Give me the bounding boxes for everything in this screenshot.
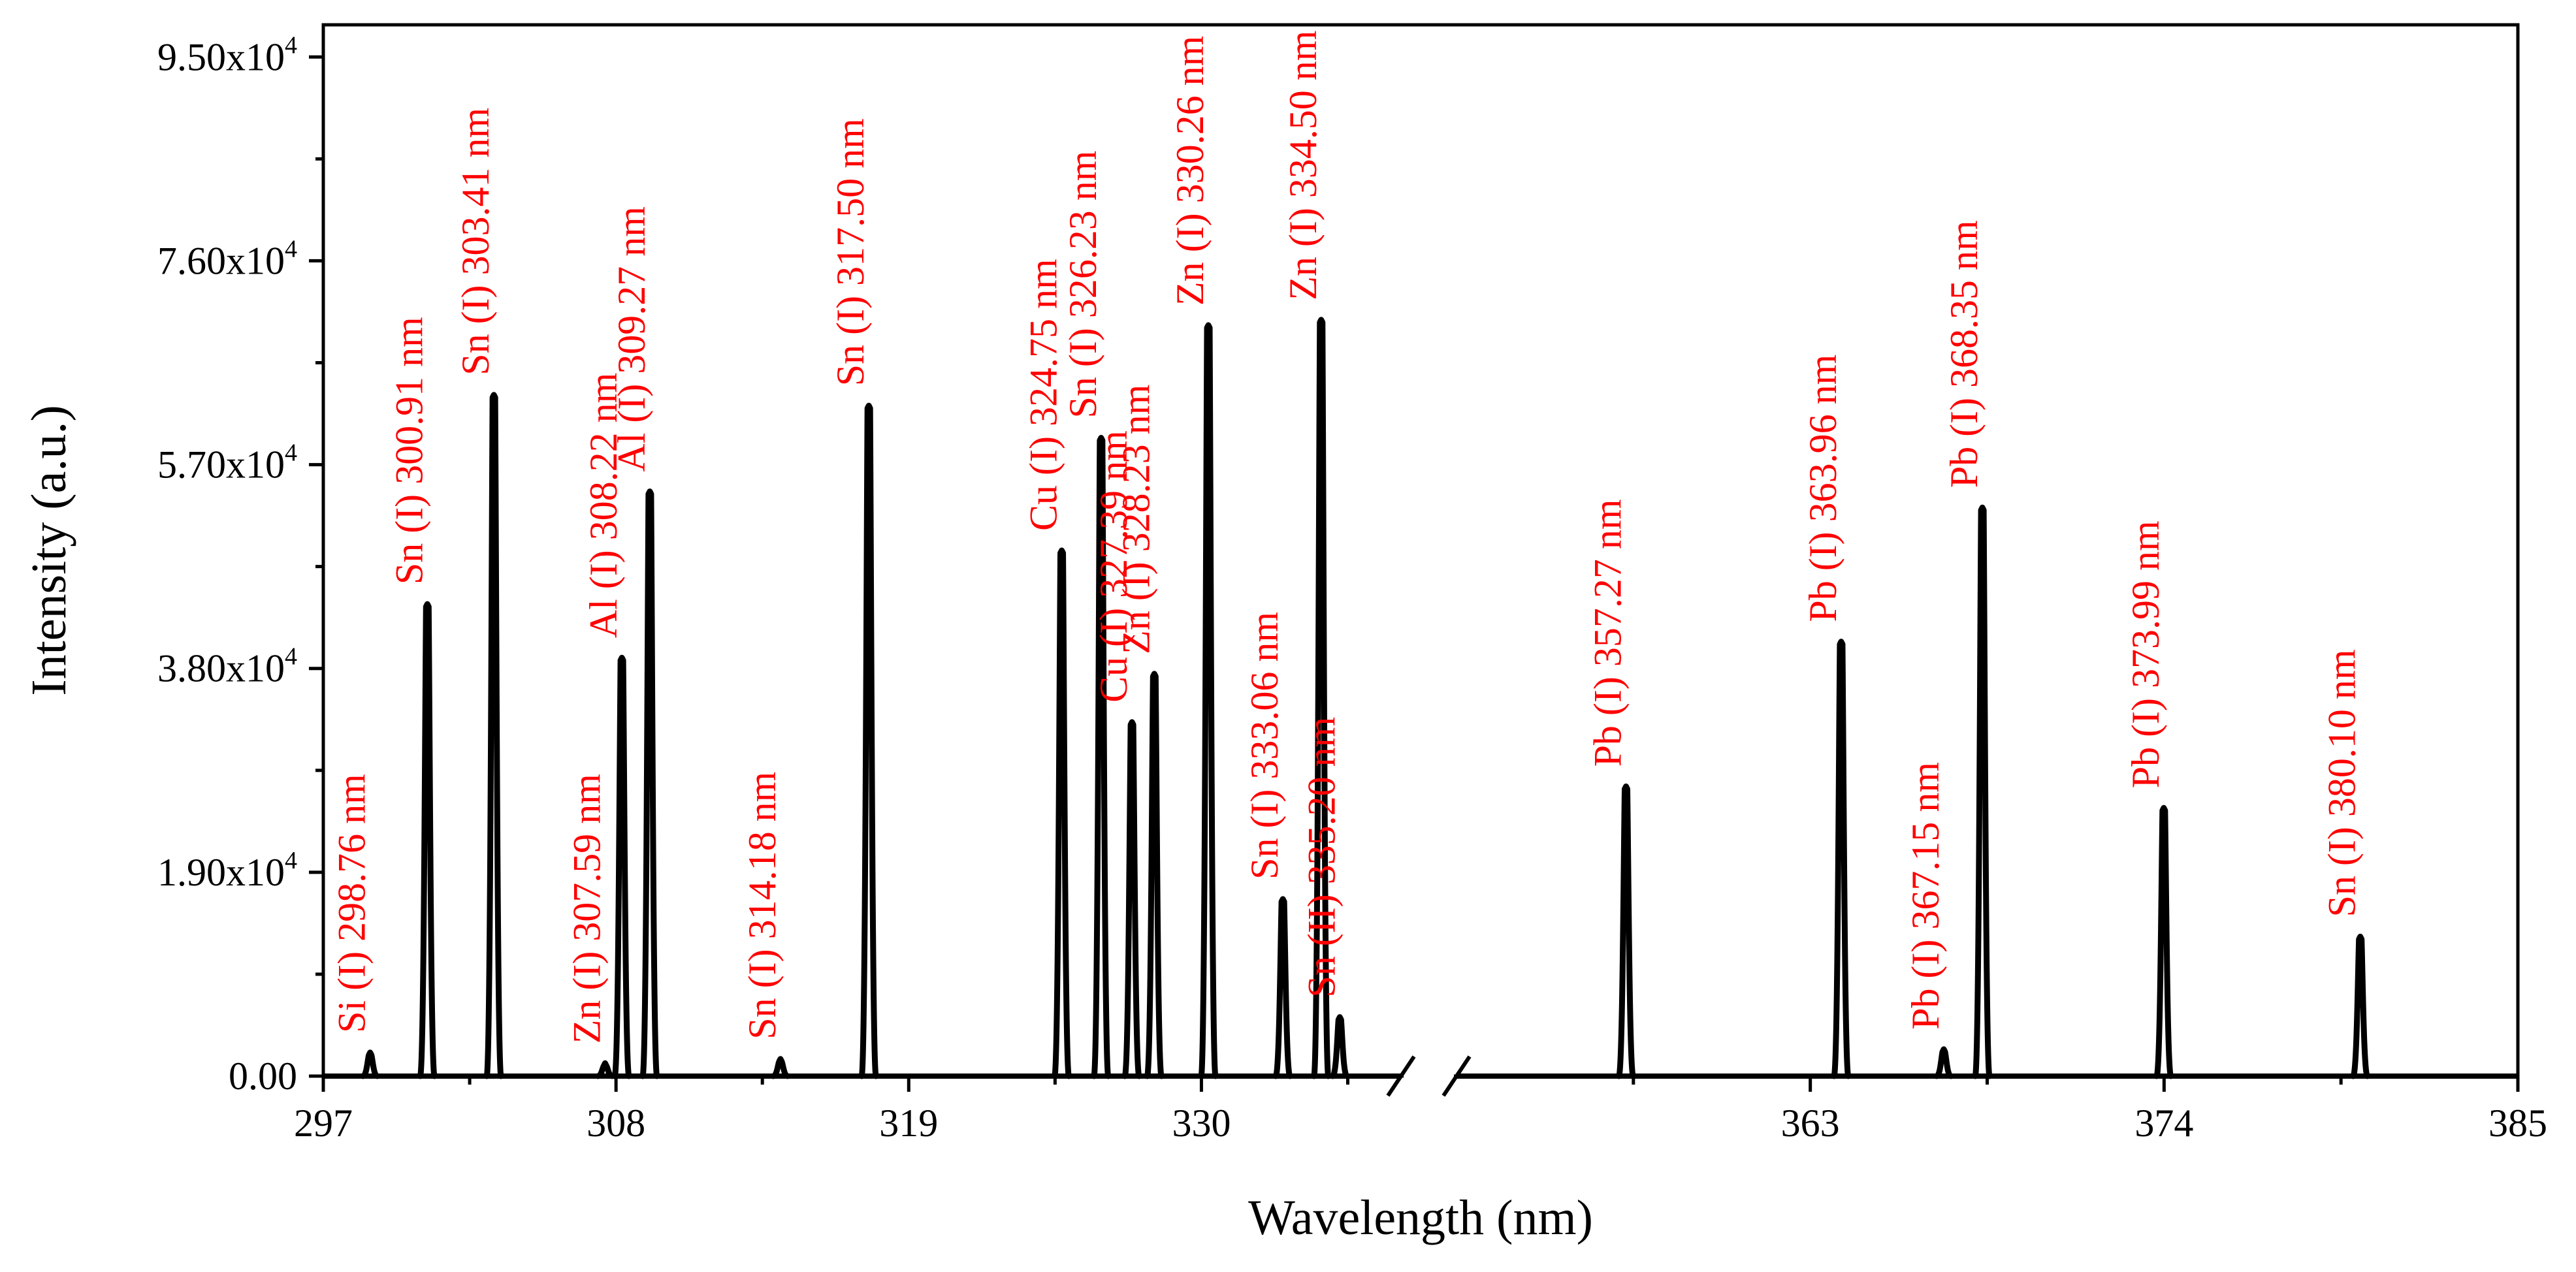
- x-tick-label: 374: [2134, 1102, 2193, 1145]
- peak-label: Sn (I) 300.91 nm: [387, 317, 430, 584]
- peak-label: Sn (I) 333.06 nm: [1243, 612, 1286, 880]
- peak-label: Sn (I) 303.41 nm: [454, 108, 497, 375]
- peak-label: Sn (I) 314.18 nm: [741, 772, 784, 1040]
- peak-label: Si (I) 298.76 nm: [330, 774, 374, 1033]
- spectrum-peak: [1972, 504, 1993, 1079]
- axis-break-slash: [1441, 1055, 1472, 1097]
- peak-label: Pb (I) 363.96 nm: [1801, 355, 1844, 622]
- axis-break-slash: [1386, 1055, 1416, 1097]
- peak-label: Pb (I) 357.27 nm: [1586, 499, 1630, 767]
- y-tick-label: 0.00: [229, 1055, 297, 1098]
- spectrum-peak: [360, 1049, 381, 1079]
- spectrum-peak: [417, 601, 438, 1079]
- peak-label: Sn (I) 317.50 nm: [829, 118, 872, 386]
- spectrum-peak: [1198, 322, 1219, 1079]
- y-tick-label: 7.60x104: [157, 235, 297, 282]
- peak-label: Pb (I) 367.15 nm: [1904, 762, 1947, 1030]
- x-tick-label: 319: [879, 1102, 938, 1145]
- x-tick-label: 363: [1781, 1102, 1840, 1145]
- x-tick-label: 308: [587, 1102, 645, 1145]
- peak-label: Pb (I) 368.35 nm: [1942, 220, 1986, 488]
- x-tick-label: 385: [2488, 1102, 2547, 1145]
- spectrum-peak: [1311, 317, 1332, 1079]
- spectrum-peak: [483, 392, 504, 1079]
- peak-label: Cu (I) 324.75 nm: [1022, 259, 1065, 531]
- peak-label: Sn (I) 326.23 nm: [1061, 151, 1104, 419]
- peak-label: Zn (I) 307.59 nm: [565, 774, 608, 1043]
- y-tick-label: 9.50x104: [157, 31, 297, 78]
- y-tick-label: 3.80x104: [157, 643, 297, 690]
- spectrum-peak: [1144, 671, 1165, 1079]
- spectrum-peak: [858, 402, 879, 1079]
- spectrum-peak: [1121, 719, 1142, 1079]
- peak-label: Al (I) 309.27 nm: [610, 206, 653, 472]
- y-axis: 0.00 1.90x104 3.80x104 5.70x104 7.60x104 9.50…: [157, 31, 323, 1098]
- spectrum-series: [323, 317, 2518, 1079]
- spectrum-peak: [1831, 639, 1852, 1079]
- spectrum-peak: [594, 1060, 615, 1079]
- spectrum-peak: [639, 488, 660, 1079]
- peak-label: Zn (I) 330.26 nm: [1168, 36, 1212, 306]
- axis-break-marker: [1386, 1050, 1472, 1097]
- peak-label: Sn (I) 380.10 nm: [2321, 649, 2364, 917]
- spectrum-peak: [1272, 896, 1293, 1079]
- x-axis: 297 308 319 330 363 374 385: [294, 1076, 2547, 1145]
- x-tick-label: 330: [1172, 1102, 1231, 1145]
- x-axis-title: Wavelength (nm): [1248, 1190, 1593, 1245]
- spectrum-peak: [770, 1056, 791, 1079]
- peak-label: Zn (I) 328.23 nm: [1114, 385, 1157, 654]
- peak-label: Sn (II) 335.20 nm: [1300, 717, 1343, 998]
- x-tick-label: 297: [294, 1102, 353, 1145]
- peak-label: Zn (I) 334.50 nm: [1281, 31, 1325, 300]
- peak-label: Pb (I) 373.99 nm: [2124, 520, 2167, 788]
- y-axis-title: Intensity (a.u.): [22, 405, 76, 695]
- spectrum-peak: [1329, 1014, 1350, 1079]
- spectrum-peak: [611, 654, 632, 1079]
- peak-label: Cu (I) 327.39 nm: [1092, 430, 1135, 703]
- y-tick-label: 5.70x104: [157, 439, 297, 486]
- peak-label: Al (I) 308.22 nm: [582, 373, 625, 639]
- spectrum-peak: [2350, 933, 2371, 1079]
- spectrum-peak: [2153, 804, 2174, 1079]
- axis-break-gap: [1404, 1050, 1454, 1089]
- y-tick-label: 1.90x104: [157, 847, 297, 894]
- peak-annotations: Si (I) 298.76 nm Sn (I) 300.91 nm Sn (I) 3…: [330, 31, 2364, 1044]
- spectrum-peak: [1933, 1046, 1954, 1079]
- spectrum-peak: [1616, 783, 1637, 1079]
- spectrum-peak: [1091, 435, 1112, 1079]
- spectrum-peak: [1052, 547, 1072, 1079]
